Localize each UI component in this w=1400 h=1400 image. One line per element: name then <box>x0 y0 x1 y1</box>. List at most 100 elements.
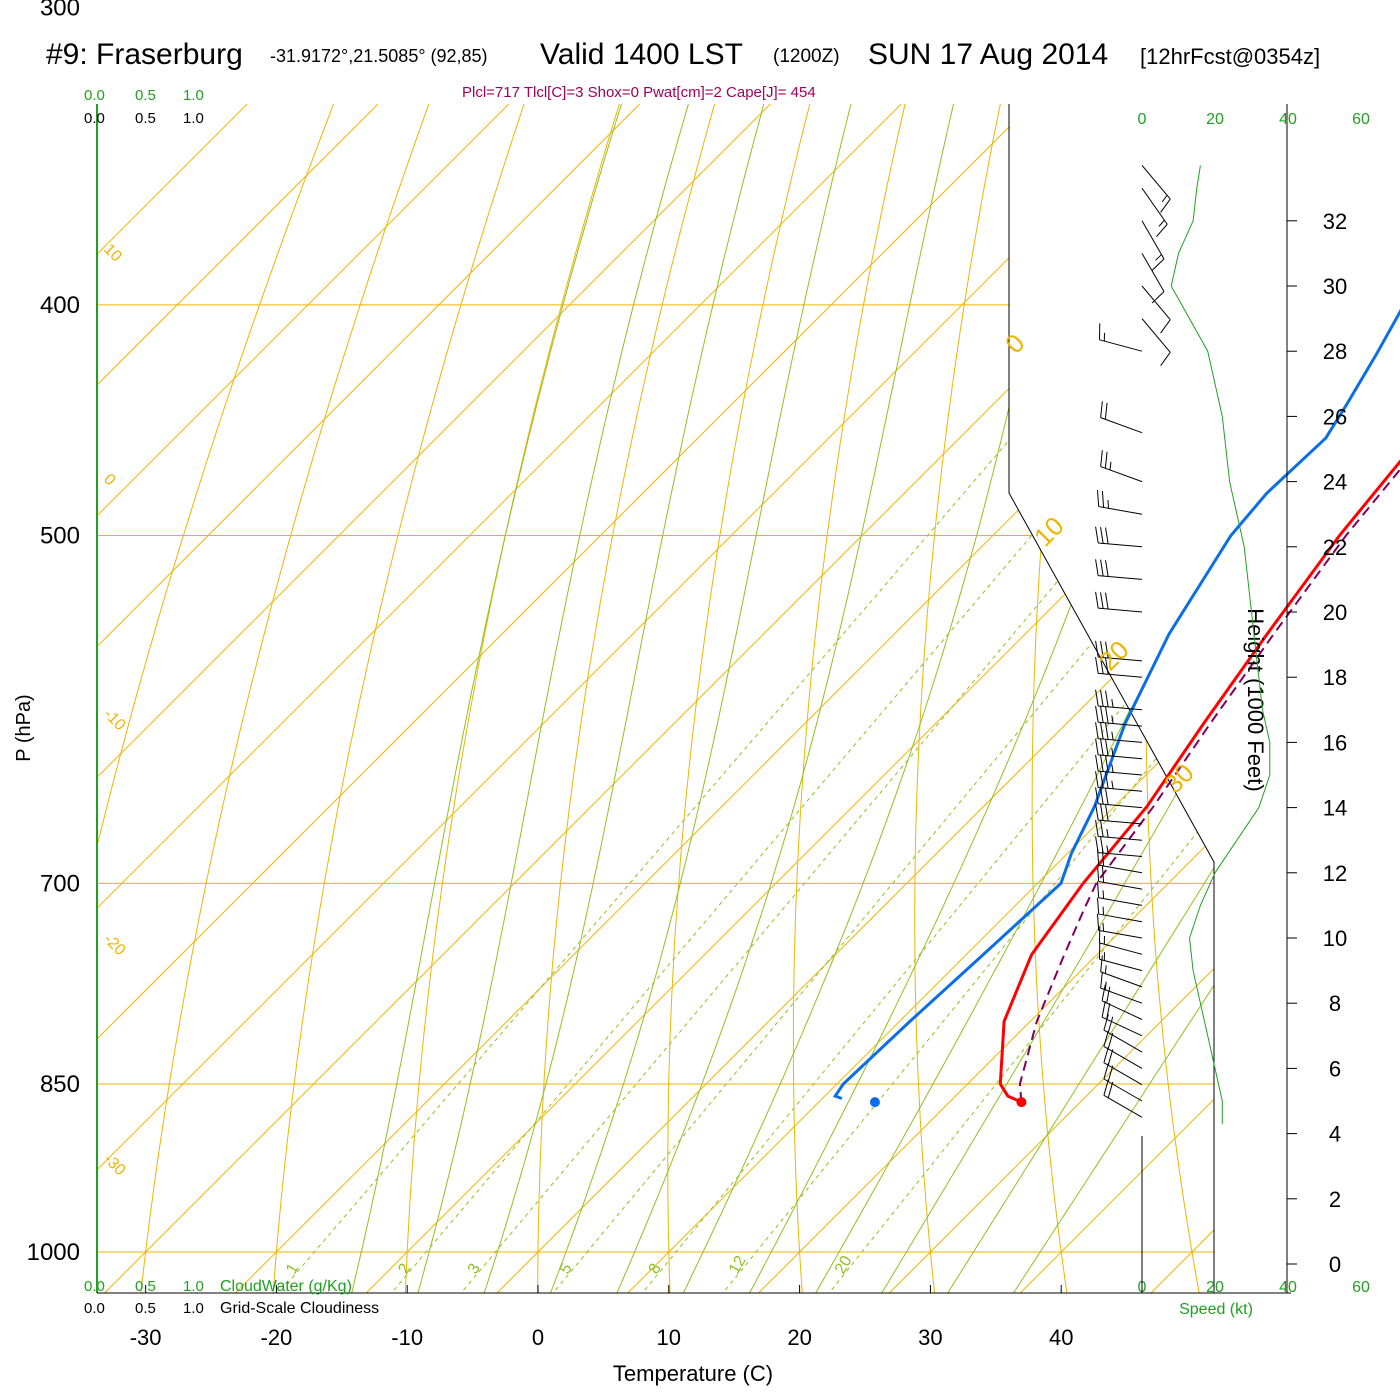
dry-adiabat <box>537 104 818 1293</box>
x-tick-label: 30 <box>918 1325 942 1350</box>
barb-feather <box>1097 490 1100 507</box>
barb-feather <box>1151 291 1165 304</box>
parcel-line <box>1018 468 1400 1103</box>
wind-barb <box>1141 187 1168 238</box>
speed-tick-top: 60 <box>1352 111 1370 128</box>
mixing-ratio-line <box>270 304 1126 1293</box>
barb-feather <box>1105 804 1109 822</box>
cloud-scale-top-green: 0.0 <box>84 87 105 104</box>
mixing-ratio-label: 12 <box>726 1253 750 1277</box>
speed-tick-bottom: 20 <box>1206 1279 1224 1296</box>
barb-half-feather <box>1161 194 1168 203</box>
moist-adiabat <box>869 104 1214 1293</box>
barb-staff <box>1103 1094 1143 1118</box>
height-tick-label: 2 <box>1329 1187 1341 1212</box>
wind-barb <box>1097 881 1143 906</box>
wind-barb <box>1097 913 1143 939</box>
height-tick-label: 14 <box>1323 796 1347 821</box>
isotherm-label: -20 <box>100 931 128 959</box>
cloud-scale-bottom-black: 0.0 <box>84 1300 105 1317</box>
barb-feather <box>1105 788 1109 805</box>
y-axis-label: P (hPa) <box>13 694 35 761</box>
mixing-ratio-label: 8 <box>646 1261 665 1277</box>
isotherm-line <box>365 104 1214 1293</box>
cloud-scale-bottom-green: 0.0 <box>84 1278 105 1295</box>
barb-feather <box>1160 198 1171 213</box>
barb-staff <box>1098 864 1143 874</box>
isotherm-line <box>496 104 1214 1293</box>
barb-staff <box>1141 253 1165 292</box>
barb-feather <box>1106 1003 1111 1020</box>
barb-staff <box>1141 285 1171 321</box>
dewpoint-line <box>832 308 1400 1100</box>
barb-feather <box>1151 258 1165 271</box>
cloud-scale-bottom-green: 0.5 <box>135 1278 156 1295</box>
wind-barb <box>1095 559 1143 580</box>
barb-feather <box>1107 1049 1114 1066</box>
barb-staff <box>1098 542 1143 548</box>
barb-staff <box>1100 466 1143 483</box>
barb-feather <box>1103 1079 1109 1096</box>
barb-feather <box>1105 755 1109 773</box>
speed-tick-top: 40 <box>1279 111 1297 128</box>
barb-staff <box>1098 738 1143 743</box>
height-tick-label: 26 <box>1323 404 1347 429</box>
moist-adiabat <box>1000 104 1214 1293</box>
wind-barb <box>1100 401 1143 434</box>
cloudwater-label: CloudWater (g/Kg) <box>220 1278 352 1295</box>
wind-barb <box>1095 754 1143 776</box>
barb-feather <box>1095 591 1099 609</box>
barb-feather <box>1103 1046 1109 1063</box>
y-tick-label: 400 <box>40 292 80 319</box>
barb-feather <box>1107 1016 1114 1033</box>
isotherm-label: 10 <box>1028 511 1070 553</box>
barb-feather <box>1095 722 1099 739</box>
barb-feather <box>1095 640 1099 658</box>
barb-feather <box>1105 592 1109 610</box>
barb-staff <box>1103 1078 1143 1102</box>
wind-speed-line <box>1170 165 1271 1124</box>
speed-tick-bottom: 40 <box>1279 1279 1297 1296</box>
forecast-label: [12hrFcst@0354z] <box>1140 44 1321 69</box>
wind-barb <box>1095 771 1143 792</box>
barb-half-feather <box>1102 906 1105 915</box>
barb-staff <box>1099 942 1143 955</box>
barb-feather <box>1100 401 1103 418</box>
barb-half-feather <box>1104 965 1107 974</box>
isotherm-line <box>97 104 379 1293</box>
valid-date: SUN 17 Aug 2014 <box>868 38 1109 71</box>
cloud-scale-top-black: 0.5 <box>135 110 156 127</box>
mixing-ratio-label: 5 <box>557 1261 576 1277</box>
wind-barb <box>1097 490 1143 515</box>
barb-staff <box>1098 705 1143 711</box>
height-tick-label: 12 <box>1323 861 1347 886</box>
wind-barb <box>1100 971 1143 1004</box>
dry-adiabat <box>667 104 905 1293</box>
wind-barb <box>1103 1063 1143 1102</box>
barb-feather <box>1107 1032 1114 1050</box>
barb-feather <box>1156 223 1168 238</box>
isotherm-label: 10 <box>100 241 125 266</box>
barb-feather <box>1097 864 1100 882</box>
barb-staff <box>1100 971 1143 988</box>
barb-feather <box>1105 706 1109 724</box>
height-tick-label: 16 <box>1323 730 1347 755</box>
barb-staff <box>1098 913 1143 923</box>
barb-feather <box>1160 352 1171 366</box>
dry-adiabat <box>97 104 470 1293</box>
barb-half-feather <box>1111 715 1114 724</box>
barb-half-feather <box>1109 461 1112 471</box>
barb-half-feather <box>1104 981 1107 990</box>
barb-staff <box>1098 819 1143 825</box>
wind-barb <box>1095 656 1143 678</box>
barb-feather <box>1103 1063 1109 1080</box>
height-tick-label: 22 <box>1323 535 1347 560</box>
barb-staff <box>1098 672 1143 678</box>
x-tick-label: -10 <box>391 1325 423 1350</box>
height-tick-label: 28 <box>1323 339 1347 364</box>
isotherm-label: 20 <box>1093 635 1135 677</box>
barb-feather <box>1100 559 1104 577</box>
right-border <box>1008 104 1215 1293</box>
barb-feather <box>1101 490 1105 508</box>
